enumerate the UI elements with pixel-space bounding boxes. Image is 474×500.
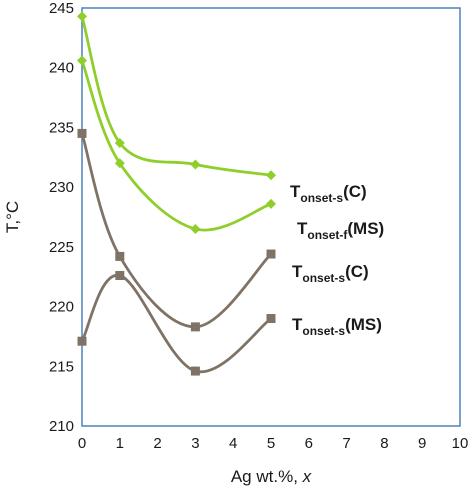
y-tick-label: 225 bbox=[49, 239, 74, 256]
x-tick-label: 7 bbox=[342, 435, 350, 452]
y-tick-label: 240 bbox=[49, 60, 74, 77]
x-tick-label: 3 bbox=[191, 435, 199, 452]
data-point bbox=[266, 198, 276, 209]
x-tick-label: 6 bbox=[305, 435, 313, 452]
data-point bbox=[114, 158, 125, 169]
x-axis-title: Ag wt.%, x bbox=[231, 467, 312, 486]
series-labels: Tonset-s(C) Tonset-f(MS) Tonset-s(C) Tonset… bbox=[290, 182, 384, 338]
x-tick-label: 8 bbox=[380, 435, 388, 452]
series-line bbox=[80, 15, 272, 177]
x-tick-label: 4 bbox=[229, 435, 237, 452]
x-tick-label: 9 bbox=[418, 435, 426, 452]
series-1 bbox=[77, 11, 276, 181]
data-point bbox=[266, 249, 276, 259]
data-point bbox=[77, 336, 87, 346]
y-axis-title: T,°C bbox=[3, 201, 22, 233]
series-line bbox=[80, 132, 272, 329]
series-line bbox=[80, 274, 272, 374]
series-line bbox=[80, 60, 272, 232]
data-point bbox=[115, 271, 125, 281]
data-point bbox=[190, 159, 201, 170]
y-tick-label: 230 bbox=[49, 179, 74, 196]
series-4 bbox=[77, 271, 276, 376]
data-point bbox=[266, 314, 276, 324]
series-2 bbox=[77, 55, 276, 234]
x-tick-label: 1 bbox=[116, 435, 124, 452]
data-point bbox=[115, 251, 125, 261]
y-tick-label: 215 bbox=[49, 358, 74, 375]
y-tick-label: 210 bbox=[49, 418, 74, 435]
y-tick-label: 235 bbox=[49, 119, 74, 136]
data-point bbox=[266, 170, 276, 181]
plot-frame bbox=[81, 7, 461, 427]
y-tick-label: 245 bbox=[49, 0, 74, 17]
x-tick-label: 0 bbox=[78, 435, 86, 452]
y-axis-ticks: 210 215 220 225 230 235 240 245 bbox=[49, 0, 74, 435]
data-point bbox=[77, 128, 87, 138]
data-point bbox=[190, 223, 201, 234]
series-layer bbox=[77, 11, 276, 376]
y-tick-label: 220 bbox=[49, 299, 74, 316]
data-point bbox=[190, 366, 200, 376]
series-label: Tonset-s(MS) bbox=[292, 315, 382, 338]
x-tick-label: 10 bbox=[452, 435, 469, 452]
data-point bbox=[77, 55, 87, 66]
data-point bbox=[77, 11, 87, 22]
series-3 bbox=[77, 128, 276, 332]
x-tick-label: 5 bbox=[267, 435, 275, 452]
series-label: Tonset-s(C) bbox=[290, 182, 367, 205]
x-axis-ticks: 0 1 2 3 4 5 6 7 8 9 10 bbox=[78, 435, 469, 452]
data-point bbox=[190, 322, 200, 332]
x-tick-label: 2 bbox=[153, 435, 161, 452]
series-label: Tonset-s(C) bbox=[292, 262, 369, 285]
data-point bbox=[114, 137, 125, 148]
series-label: Tonset-f(MS) bbox=[297, 219, 384, 242]
